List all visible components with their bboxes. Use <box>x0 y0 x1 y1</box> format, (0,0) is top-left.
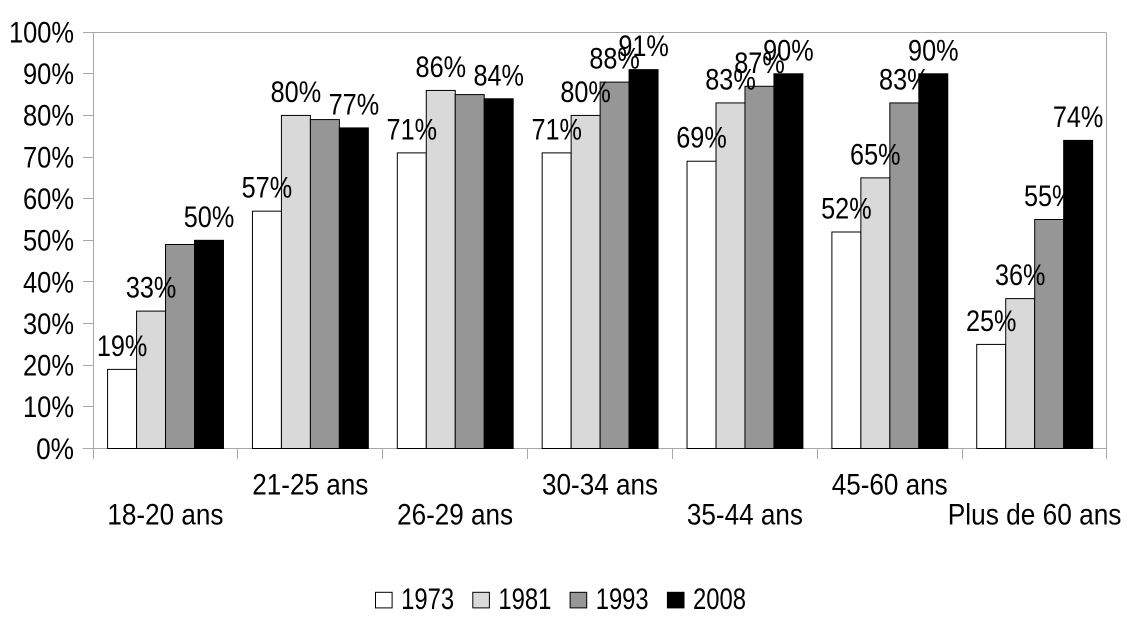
svg-text:10%: 10% <box>23 391 74 424</box>
svg-text:90%: 90% <box>908 34 959 67</box>
svg-text:0%: 0% <box>36 433 74 466</box>
svg-text:86%: 86% <box>416 51 467 84</box>
svg-text:50%: 50% <box>184 201 235 234</box>
svg-text:30-34 ans: 30-34 ans <box>542 469 658 502</box>
svg-text:69%: 69% <box>676 122 727 155</box>
svg-text:71%: 71% <box>387 113 438 146</box>
svg-text:2008: 2008 <box>693 583 746 616</box>
svg-text:87%: 87% <box>734 47 785 80</box>
svg-text:80%: 80% <box>271 76 322 109</box>
svg-text:55%: 55% <box>1024 180 1075 213</box>
svg-text:60%: 60% <box>23 183 74 216</box>
svg-text:90%: 90% <box>23 58 74 91</box>
svg-text:83%: 83% <box>879 63 930 96</box>
svg-text:20%: 20% <box>23 350 74 383</box>
svg-text:70%: 70% <box>23 141 74 174</box>
svg-text:25%: 25% <box>966 305 1017 338</box>
svg-text:57%: 57% <box>242 172 293 205</box>
svg-text:Plus de 60 ans: Plus de 60 ans <box>948 498 1122 531</box>
svg-text:100%: 100% <box>9 16 74 49</box>
svg-text:74%: 74% <box>1053 101 1104 134</box>
svg-text:18-20 ans: 18-20 ans <box>107 498 223 531</box>
svg-text:1993: 1993 <box>596 583 649 616</box>
svg-text:71%: 71% <box>531 113 582 146</box>
svg-text:80%: 80% <box>560 76 611 109</box>
svg-text:19%: 19% <box>97 330 148 363</box>
svg-text:33%: 33% <box>126 272 177 305</box>
svg-text:35-44 ans: 35-44 ans <box>687 498 803 531</box>
svg-text:36%: 36% <box>995 259 1046 292</box>
svg-text:40%: 40% <box>23 266 74 299</box>
svg-text:88%: 88% <box>589 43 640 76</box>
svg-text:77%: 77% <box>329 88 380 121</box>
svg-text:50%: 50% <box>23 225 74 258</box>
svg-text:91%: 91% <box>618 30 669 63</box>
svg-text:1981: 1981 <box>498 583 551 616</box>
svg-text:83%: 83% <box>705 63 756 96</box>
svg-text:30%: 30% <box>23 308 74 341</box>
svg-text:52%: 52% <box>821 193 872 226</box>
svg-text:26-29 ans: 26-29 ans <box>397 498 513 531</box>
svg-text:65%: 65% <box>850 138 901 171</box>
svg-text:84%: 84% <box>473 59 524 92</box>
svg-text:21-25 ans: 21-25 ans <box>252 469 368 502</box>
svg-text:80%: 80% <box>23 100 74 133</box>
svg-text:45-60 ans: 45-60 ans <box>832 469 948 502</box>
svg-text:1973: 1973 <box>401 583 454 616</box>
svg-text:90%: 90% <box>763 34 814 67</box>
